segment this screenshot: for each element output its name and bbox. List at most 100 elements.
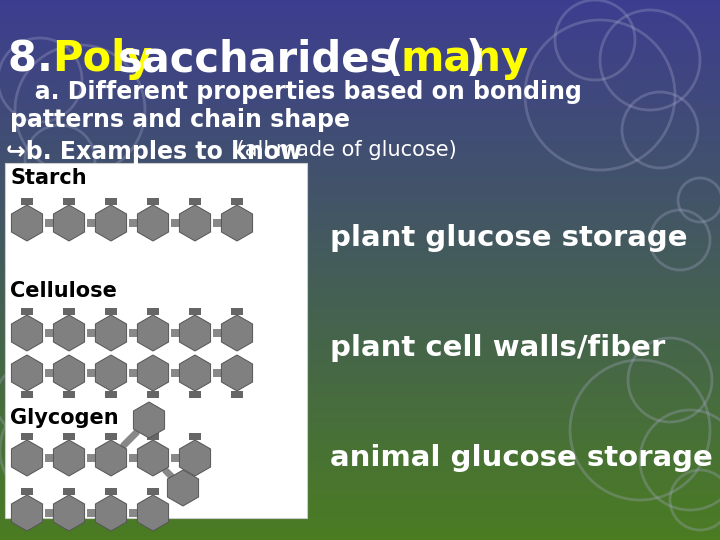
Polygon shape xyxy=(179,440,210,476)
Text: saccharides: saccharides xyxy=(118,38,395,80)
Bar xyxy=(0,301,720,306)
Bar xyxy=(0,274,720,279)
Bar xyxy=(45,454,55,462)
Bar xyxy=(0,472,720,477)
Bar xyxy=(0,81,720,85)
Polygon shape xyxy=(179,355,210,391)
Bar xyxy=(87,509,97,517)
Bar xyxy=(0,310,720,315)
Bar xyxy=(189,308,201,315)
Bar xyxy=(147,308,159,315)
Bar xyxy=(0,405,720,409)
Bar xyxy=(63,488,75,495)
Bar xyxy=(0,500,720,504)
Bar xyxy=(0,144,720,148)
Bar xyxy=(87,369,97,377)
Bar xyxy=(0,0,720,4)
Bar xyxy=(0,72,720,77)
Bar xyxy=(0,243,720,247)
Bar xyxy=(0,9,720,14)
Bar xyxy=(87,454,97,462)
Bar xyxy=(0,369,720,374)
Bar xyxy=(0,148,720,153)
Bar xyxy=(129,454,139,462)
Bar xyxy=(0,531,720,536)
Bar xyxy=(189,433,201,440)
Polygon shape xyxy=(12,495,42,531)
Bar xyxy=(0,382,720,387)
Bar xyxy=(0,256,720,261)
Polygon shape xyxy=(179,205,210,241)
Polygon shape xyxy=(96,355,127,391)
Bar xyxy=(0,193,720,198)
Bar xyxy=(0,180,720,185)
Text: ↪b. Examples to know: ↪b. Examples to know xyxy=(6,140,302,164)
Bar xyxy=(129,509,139,517)
Bar xyxy=(87,219,97,227)
Bar xyxy=(0,342,720,347)
Bar xyxy=(0,495,720,500)
Bar xyxy=(0,131,720,135)
Bar xyxy=(105,433,117,440)
Bar xyxy=(0,328,720,333)
Bar xyxy=(45,219,55,227)
Bar xyxy=(231,308,243,315)
Bar xyxy=(129,219,139,227)
Bar xyxy=(63,198,75,205)
Bar xyxy=(0,270,720,274)
Bar xyxy=(63,308,75,315)
Bar xyxy=(0,45,720,50)
Bar xyxy=(0,153,720,158)
Bar xyxy=(0,230,720,234)
Bar xyxy=(0,14,720,18)
Bar xyxy=(0,526,720,531)
Polygon shape xyxy=(12,205,42,241)
Bar xyxy=(0,468,720,472)
Bar xyxy=(0,436,720,441)
Bar xyxy=(231,198,243,205)
Text: Glycogen: Glycogen xyxy=(10,408,119,428)
Bar xyxy=(63,391,75,398)
Bar xyxy=(147,198,159,205)
Bar xyxy=(105,198,117,205)
Bar xyxy=(0,315,720,320)
Polygon shape xyxy=(222,355,253,391)
Bar xyxy=(129,329,139,337)
Bar xyxy=(0,247,720,252)
Polygon shape xyxy=(222,205,253,241)
Bar xyxy=(0,189,720,193)
Bar xyxy=(147,391,159,398)
Polygon shape xyxy=(138,495,168,531)
Bar xyxy=(45,369,55,377)
Text: Starch: Starch xyxy=(10,168,86,188)
Bar xyxy=(0,207,720,212)
Text: Poly: Poly xyxy=(52,38,153,80)
Bar xyxy=(0,94,720,99)
Bar xyxy=(0,428,720,432)
Bar xyxy=(0,239,720,243)
Polygon shape xyxy=(96,315,127,351)
Polygon shape xyxy=(53,315,84,351)
Text: ): ) xyxy=(466,38,485,80)
Bar xyxy=(0,409,720,414)
Polygon shape xyxy=(53,440,84,476)
Bar xyxy=(0,99,720,104)
Bar xyxy=(0,108,720,112)
Bar xyxy=(0,423,720,428)
Bar xyxy=(0,171,720,176)
Bar xyxy=(0,139,720,144)
Bar xyxy=(105,488,117,495)
Polygon shape xyxy=(12,440,42,476)
Bar xyxy=(5,163,307,518)
Bar xyxy=(231,391,243,398)
Bar xyxy=(147,488,159,495)
Bar xyxy=(0,18,720,23)
Bar xyxy=(0,351,720,355)
Text: Cellulose: Cellulose xyxy=(10,281,117,301)
Bar xyxy=(0,27,720,31)
Polygon shape xyxy=(168,470,199,506)
Bar xyxy=(0,536,720,540)
Bar xyxy=(213,329,223,337)
Text: plant cell walls/fiber: plant cell walls/fiber xyxy=(330,334,665,362)
Bar xyxy=(0,176,720,180)
